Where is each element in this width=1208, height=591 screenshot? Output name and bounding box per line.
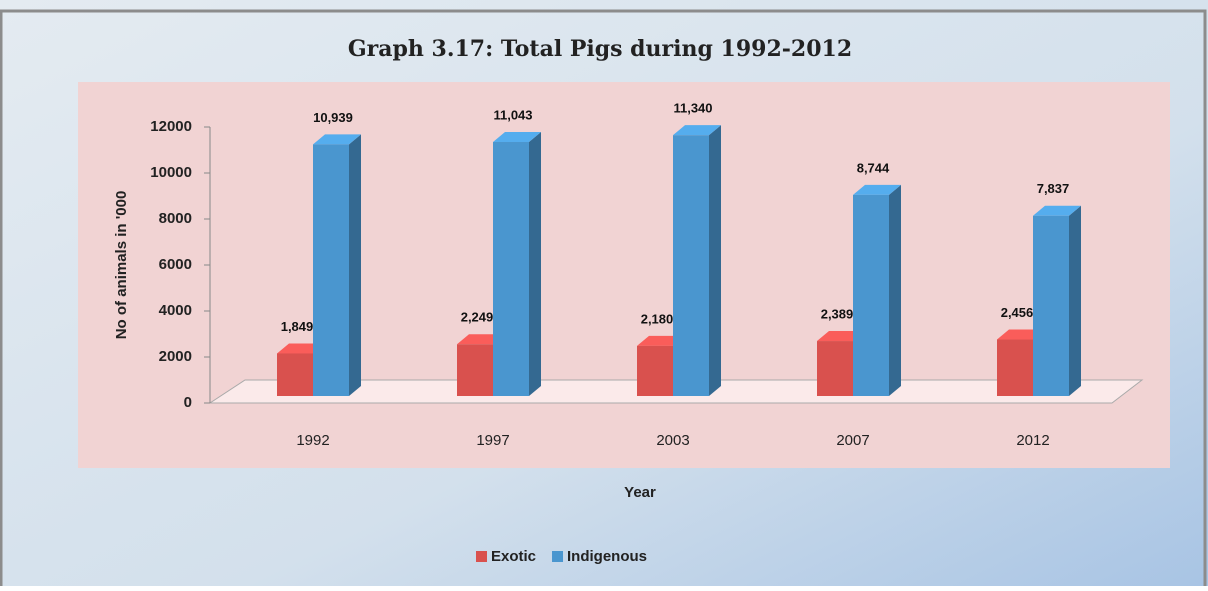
- x-axis-label: Year: [624, 484, 656, 501]
- bar-side: [529, 132, 541, 397]
- data-label: 2,456: [1001, 305, 1034, 320]
- x-tick-label: 1997: [476, 432, 509, 449]
- bar: [277, 353, 313, 396]
- bar-top: [313, 134, 361, 145]
- data-label: 11,340: [673, 101, 712, 116]
- bar: [997, 339, 1033, 396]
- y-tick-label: 8000: [159, 210, 192, 227]
- legend-swatch: [476, 551, 487, 562]
- legend-swatch: [552, 551, 564, 562]
- x-tick-label: 1992: [296, 432, 329, 449]
- x-tick-label: 2003: [656, 432, 689, 449]
- bar: [1033, 215, 1069, 396]
- y-tick-label: 12000: [150, 118, 192, 135]
- bar-top: [853, 184, 901, 195]
- data-label: 7,837: [1037, 181, 1070, 196]
- bar: [637, 345, 673, 396]
- bar: [817, 341, 853, 396]
- chart-title: Graph 3.17: Total Pigs during 1992-2012: [348, 36, 852, 62]
- x-tick-label: 2007: [836, 432, 869, 449]
- bar: [457, 344, 493, 396]
- legend-label: Exotic: [491, 548, 536, 565]
- x-tick-label: 2012: [1016, 432, 1049, 449]
- data-label: 11,043: [493, 107, 532, 122]
- bar-top: [493, 132, 541, 143]
- bar-side: [349, 134, 361, 396]
- frame: [0, 9, 1207, 586]
- data-label: 2,389: [821, 306, 854, 321]
- y-tick-label: 4000: [159, 302, 192, 319]
- bar-top: [673, 125, 721, 136]
- bar-side: [889, 184, 901, 396]
- y-tick-label: 6000: [159, 256, 192, 273]
- bar: [853, 194, 889, 396]
- data-label: 2,249: [461, 310, 494, 325]
- y-tick-label: 0: [184, 394, 192, 411]
- data-label: 10,939: [313, 110, 353, 125]
- y-axis-label: No of animals in '000: [113, 191, 130, 340]
- bar: [673, 135, 709, 396]
- bar: [313, 144, 349, 396]
- data-label: 2,180: [641, 311, 674, 326]
- y-tick-label: 10000: [150, 164, 192, 181]
- data-label: 8,744: [857, 160, 890, 175]
- bar-side: [709, 125, 721, 397]
- data-label: 1,849: [281, 319, 314, 334]
- legend-label: Indigenous: [567, 548, 647, 565]
- bar-top: [1033, 205, 1081, 216]
- bar-side: [1069, 205, 1081, 396]
- y-tick-label: 2000: [159, 348, 192, 365]
- plot-area: [78, 82, 1170, 468]
- bar: [493, 142, 529, 396]
